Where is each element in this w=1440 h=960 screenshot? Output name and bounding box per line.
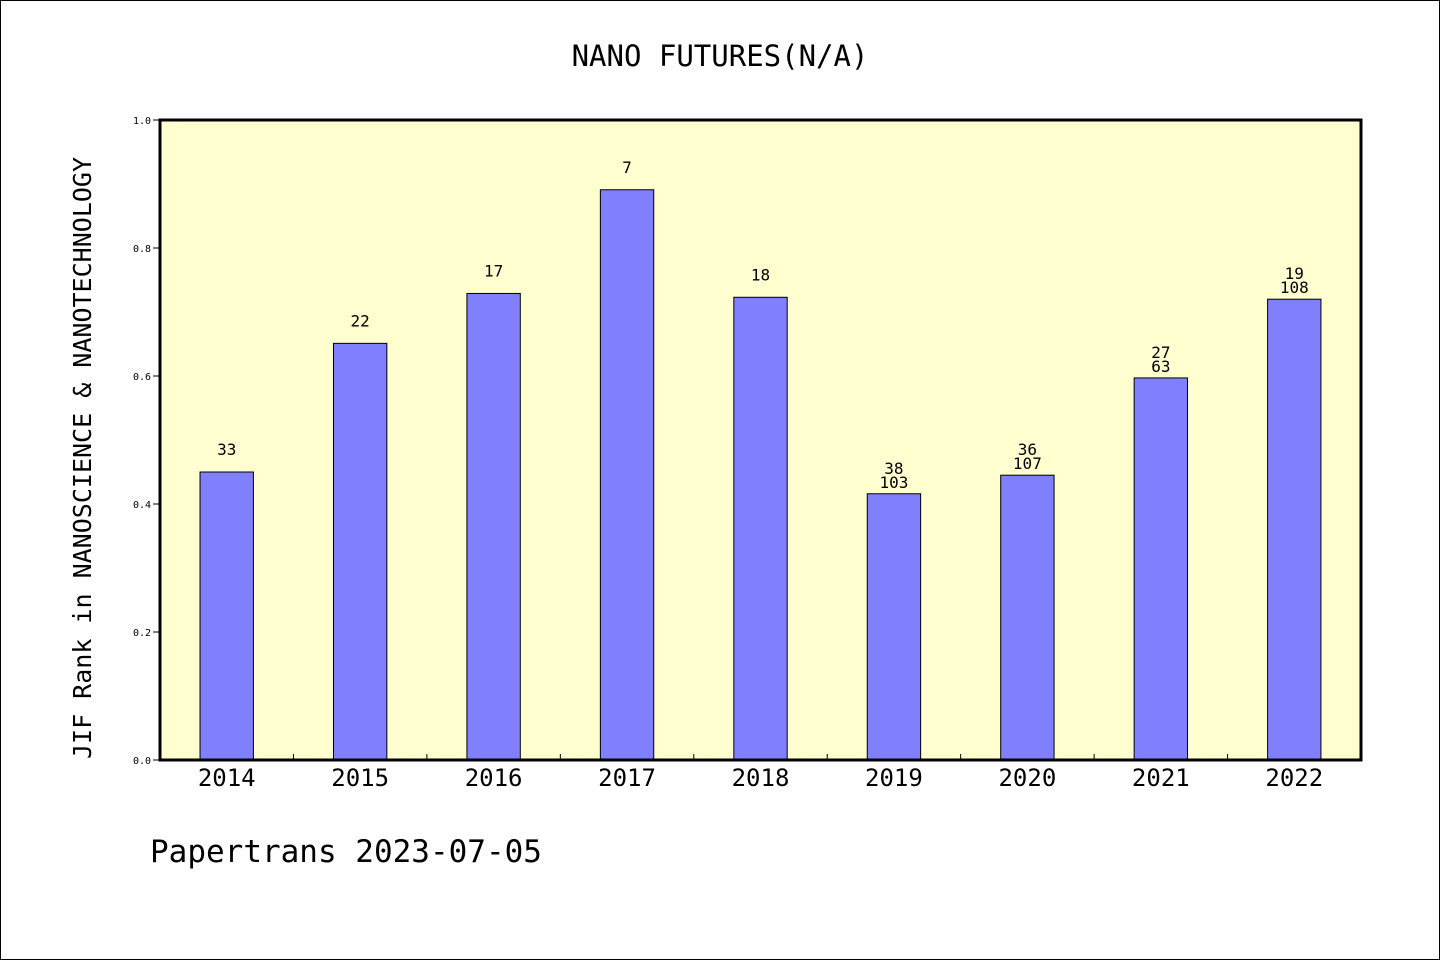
x-tick-label: 2016	[465, 764, 523, 792]
x-tick-label: 2017	[598, 764, 656, 792]
bar-2020	[1000, 474, 1055, 761]
y-tick-label: 0.6	[133, 372, 151, 383]
y-tick-label: 0.4	[133, 500, 151, 511]
x-tick-label: 2020	[998, 764, 1056, 792]
bar-2015	[332, 342, 388, 761]
bar-2014	[199, 471, 254, 761]
chart-title: NANO FUTURES(N/A)	[572, 39, 869, 73]
bar-data-label: 19	[1285, 264, 1304, 283]
bar-data-label: 63	[1151, 357, 1170, 376]
y-axis-label: JIF Rank in NANOSCIENCE & NANOTECHNOLOGY	[68, 157, 97, 759]
bars	[199, 189, 1322, 761]
bar-2022	[1267, 298, 1322, 761]
bar-2021	[1133, 377, 1189, 761]
bar-data-label: 108	[1280, 278, 1309, 297]
bar-2017	[599, 189, 655, 761]
bar-data-label: 17	[484, 261, 503, 280]
y-tick-label: 0.2	[133, 628, 151, 639]
bar-data-label: 36	[1018, 440, 1037, 459]
x-tick-label: 2019	[865, 764, 923, 792]
bar-2018	[733, 296, 788, 761]
y-tick-label: 0.0	[133, 756, 151, 767]
bar-data-label: 18	[751, 265, 770, 284]
footer-watermark: Papertrans 2023-07-05	[150, 834, 542, 870]
x-tick-label: 2021	[1132, 764, 1190, 792]
y-axis-ticks: 0.0 0.2 0.4 0.6 0.8 1.0	[133, 116, 160, 767]
bar-2019	[866, 493, 922, 761]
x-tick-label: 2022	[1265, 764, 1323, 792]
bar-2016	[466, 292, 521, 761]
bar-data-label: 33	[217, 440, 236, 459]
x-tick-label: 2014	[198, 764, 256, 792]
y-tick-label: 0.8	[133, 244, 151, 255]
bar-data-label: 7	[622, 158, 632, 177]
x-tick-label: 2018	[732, 764, 790, 792]
y-tick-label: 1.0	[133, 116, 151, 127]
bar-data-label: 103	[879, 473, 908, 492]
bar-data-label: 107	[1013, 454, 1042, 473]
bar-data-label: 22	[351, 311, 370, 330]
x-tick-label: 2015	[331, 764, 389, 792]
bar-data-label: 38	[884, 459, 903, 478]
x-axis-tick-labels: 2014 2015 2016 2017 2018 2019 2020 2021 2022	[198, 764, 1323, 792]
bar-data-label: 27	[1151, 343, 1170, 362]
plot-border	[158, 118, 1363, 762]
